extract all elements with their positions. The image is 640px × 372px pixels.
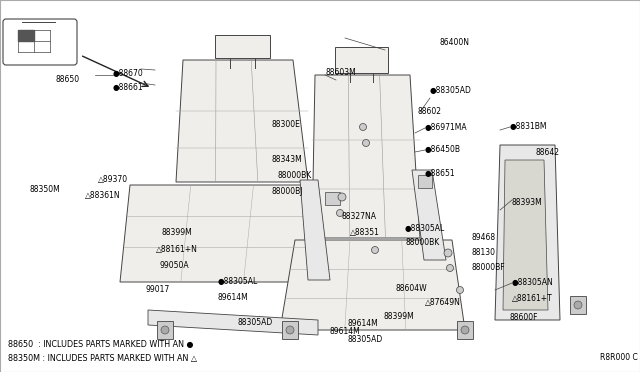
Circle shape (286, 326, 294, 334)
Text: 86400N: 86400N (440, 38, 470, 47)
Polygon shape (120, 185, 320, 282)
Text: 88305AD: 88305AD (348, 335, 383, 344)
Text: 88603M: 88603M (325, 68, 356, 77)
Polygon shape (300, 180, 330, 280)
Text: 88000BK: 88000BK (278, 171, 312, 180)
Polygon shape (418, 175, 432, 188)
Text: ●88305AL: ●88305AL (405, 224, 445, 233)
Text: △88161+N: △88161+N (156, 245, 198, 254)
Circle shape (338, 193, 346, 201)
Polygon shape (157, 321, 173, 339)
Circle shape (444, 249, 452, 257)
Circle shape (161, 326, 169, 334)
Text: 88602: 88602 (418, 107, 442, 116)
Text: 89614M: 89614M (218, 293, 249, 302)
Text: ●88305AN: ●88305AN (512, 278, 554, 287)
Text: 88650  : INCLUDES PARTS MARKED WITH AN ●: 88650 : INCLUDES PARTS MARKED WITH AN ● (8, 340, 193, 349)
Text: ●8831BM: ●8831BM (510, 122, 547, 131)
Polygon shape (280, 240, 465, 330)
Text: 88300E: 88300E (272, 120, 301, 129)
Text: ●86450B: ●86450B (425, 145, 461, 154)
Text: ●88661: ●88661 (113, 83, 143, 92)
Polygon shape (215, 35, 270, 58)
Text: ●88305AD: ●88305AD (430, 86, 472, 95)
Text: 89614M: 89614M (348, 319, 379, 328)
Text: △88361N: △88361N (85, 191, 120, 200)
Text: ●86971MA: ●86971MA (425, 123, 468, 132)
Polygon shape (325, 192, 340, 205)
Text: 88604W: 88604W (396, 284, 428, 293)
Text: 88343M: 88343M (272, 155, 303, 164)
Text: 88600F: 88600F (509, 313, 538, 322)
Text: 88350M: 88350M (30, 185, 61, 194)
Polygon shape (335, 47, 388, 73)
Circle shape (456, 286, 463, 294)
Polygon shape (457, 321, 473, 339)
Text: 88327NA: 88327NA (342, 212, 377, 221)
Text: △89370: △89370 (98, 175, 128, 184)
Text: ●88670: ●88670 (113, 69, 144, 78)
Circle shape (447, 264, 454, 272)
Text: △88161+T: △88161+T (512, 294, 553, 303)
Polygon shape (148, 310, 318, 335)
Text: 99017: 99017 (145, 285, 169, 294)
Polygon shape (412, 170, 446, 260)
Circle shape (337, 209, 344, 217)
Text: 88000BF: 88000BF (472, 263, 506, 272)
Text: 88393M: 88393M (512, 198, 543, 207)
Text: 88399M: 88399M (384, 312, 415, 321)
Circle shape (362, 140, 369, 147)
Text: 88642: 88642 (535, 148, 559, 157)
Text: ●88305AL: ●88305AL (218, 277, 259, 286)
Polygon shape (312, 75, 420, 238)
Text: ●88651: ●88651 (425, 169, 456, 178)
Circle shape (371, 247, 378, 253)
Polygon shape (495, 145, 560, 320)
Text: 88399M: 88399M (162, 228, 193, 237)
Text: 88305AD: 88305AD (238, 318, 273, 327)
Text: 88130: 88130 (472, 248, 496, 257)
Polygon shape (503, 160, 548, 310)
Polygon shape (176, 60, 308, 182)
Text: △87649N: △87649N (425, 298, 461, 307)
Polygon shape (282, 321, 298, 339)
Text: 88350M : INCLUDES PARTS MARKED WITH AN △: 88350M : INCLUDES PARTS MARKED WITH AN △ (8, 354, 197, 363)
Text: 88000BK: 88000BK (405, 238, 439, 247)
FancyBboxPatch shape (3, 19, 77, 65)
Text: 89614M: 89614M (330, 327, 361, 336)
Text: R8R000 C: R8R000 C (600, 353, 637, 362)
Circle shape (574, 301, 582, 309)
Text: △88351: △88351 (350, 228, 380, 237)
Text: 99050A: 99050A (160, 261, 189, 270)
Circle shape (360, 124, 367, 131)
Circle shape (461, 326, 469, 334)
Text: 88000BJ: 88000BJ (272, 187, 303, 196)
Polygon shape (18, 30, 34, 41)
Text: 89468: 89468 (472, 233, 496, 242)
Polygon shape (570, 296, 586, 314)
Text: 88650: 88650 (55, 75, 79, 84)
